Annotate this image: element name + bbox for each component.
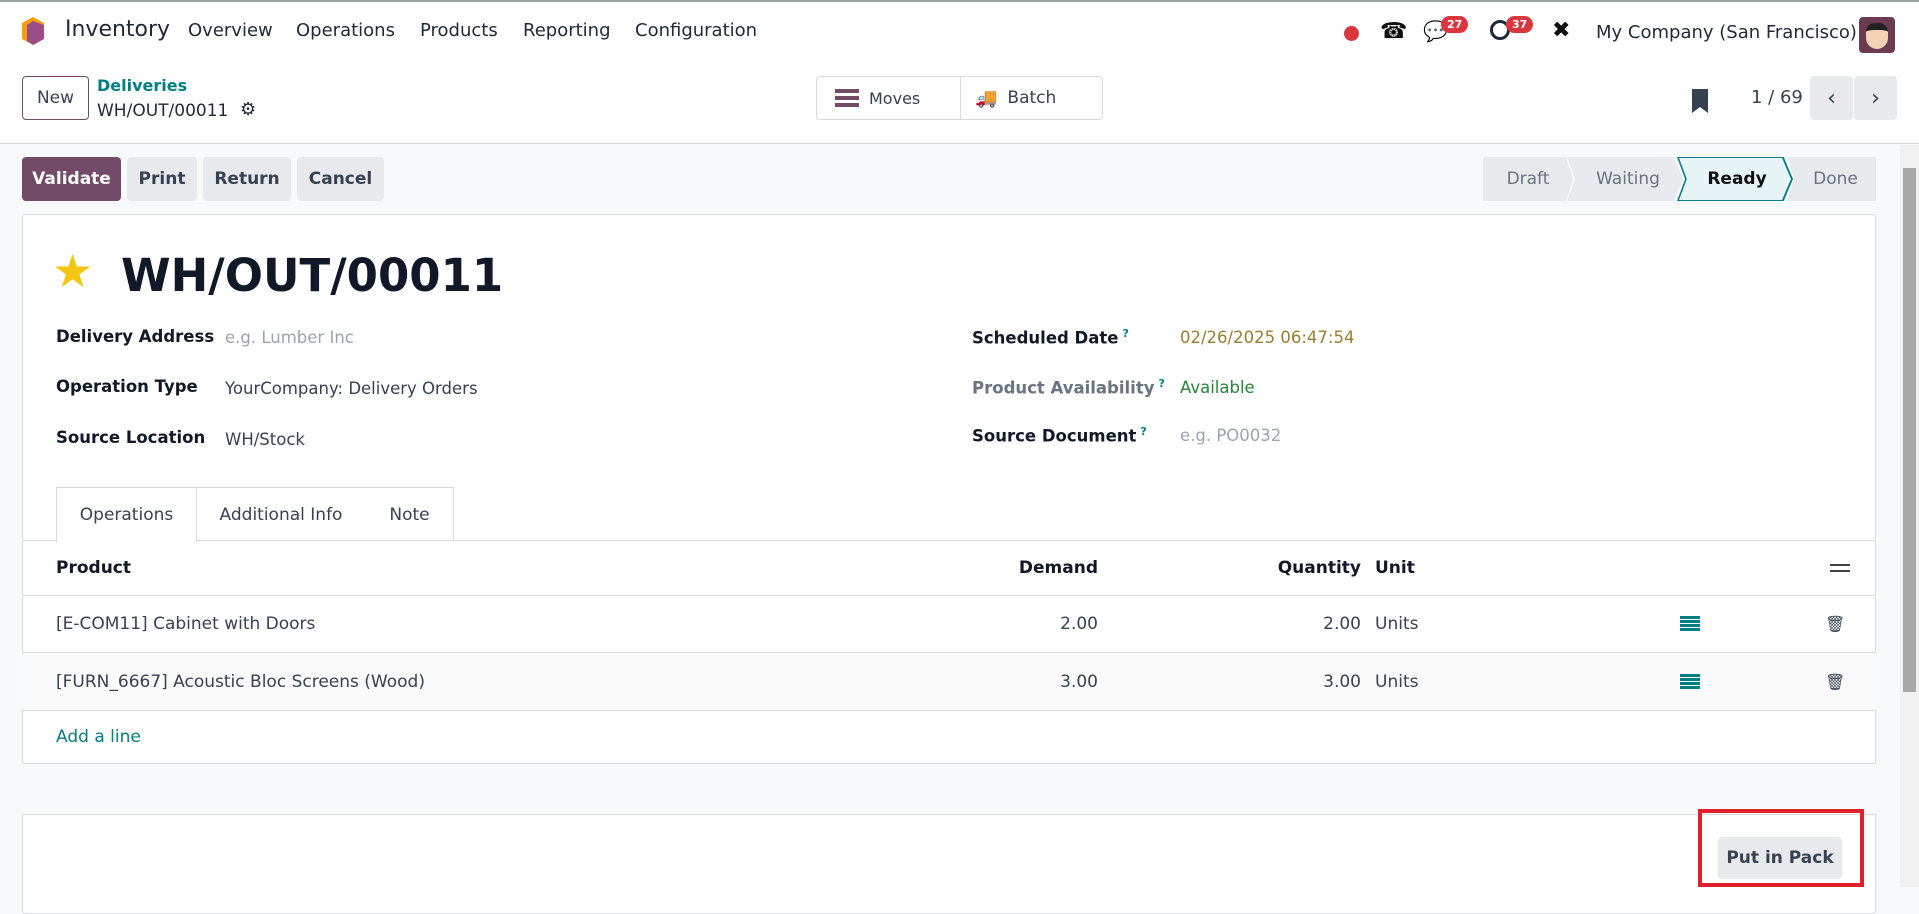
tools-icon[interactable]: ✖	[1552, 18, 1571, 43]
source-location-label: Source Location	[56, 428, 206, 447]
trash-icon[interactable]: 🗑	[1825, 672, 1846, 691]
source-document-label-text: Source Document	[972, 426, 1137, 446]
pager-previous-button[interactable]: ‹	[1810, 76, 1853, 120]
scheduled-date-label: Scheduled Date?	[972, 327, 1129, 348]
user-avatar[interactable]	[1859, 17, 1895, 53]
row-product[interactable]: [FURN_6667] Acoustic Bloc Screens (Wood)	[56, 671, 425, 692]
details-list-icon[interactable]	[1680, 673, 1700, 690]
delivery-address-label: Delivery Address	[56, 327, 215, 346]
menu-products[interactable]: Products	[420, 20, 498, 41]
cancel-button[interactable]: Cancel	[297, 157, 384, 201]
scrollbar-thumb[interactable]	[1903, 168, 1916, 692]
validate-button[interactable]: Validate	[22, 157, 121, 201]
tab-additional-info[interactable]: Additional Info	[196, 487, 367, 541]
breadcrumb-deliveries[interactable]: Deliveries	[97, 76, 188, 95]
truck-icon: 🚚	[975, 87, 998, 109]
top-navbar: Inventory Overview Operations Products R…	[0, 0, 1919, 57]
row-quantity[interactable]: 2.00	[1323, 614, 1361, 634]
table-row[interactable]: [FURN_6667] Acoustic Bloc Screens (Wood)…	[22, 652, 1876, 710]
moves-button[interactable]: Moves	[817, 77, 961, 119]
row-unit[interactable]: Units	[1375, 671, 1419, 692]
delivery-address-input[interactable]: e.g. Lumber Inc	[225, 328, 354, 347]
row-demand[interactable]: 3.00	[1060, 671, 1098, 692]
column-unit[interactable]: Unit	[1375, 558, 1415, 578]
highlight-box	[1698, 809, 1864, 887]
product-availability-label-text: Product Availability	[972, 378, 1155, 398]
status-draft[interactable]: Draft	[1483, 157, 1573, 201]
menu-reporting[interactable]: Reporting	[523, 20, 611, 41]
moves-label: Moves	[869, 88, 921, 108]
row-quantity[interactable]: 3.00	[1323, 671, 1361, 692]
company-switcher[interactable]: My Company (San Francisco)	[1596, 22, 1857, 43]
source-document-label: Source Document?	[972, 425, 1147, 446]
breadcrumb-current: WH/OUT/00011	[97, 101, 229, 121]
status-done[interactable]: Done	[1787, 157, 1876, 201]
trash-icon[interactable]: 🗑	[1825, 614, 1846, 634]
details-list-icon[interactable]	[1680, 616, 1700, 632]
tab-note[interactable]: Note	[366, 487, 454, 541]
add-line-row: Add a line	[22, 710, 1876, 763]
column-quantity[interactable]: Quantity	[1277, 558, 1361, 578]
star-icon[interactable]: ★	[52, 244, 94, 298]
row-unit[interactable]: Units	[1375, 614, 1419, 634]
help-icon[interactable]: ?	[1122, 327, 1129, 340]
operation-type-label: Operation Type	[56, 377, 198, 396]
gear-icon[interactable]: ⚙	[240, 99, 257, 120]
record-title: WH/OUT/00011	[121, 249, 504, 302]
phone-icon[interactable]: ☎	[1380, 19, 1408, 44]
list-icon	[835, 89, 859, 107]
print-button[interactable]: Print	[127, 157, 197, 201]
product-availability-label: Product Availability?	[972, 377, 1165, 398]
recording-status-icon[interactable]	[1344, 26, 1359, 41]
scheduled-date-input[interactable]: 02/26/2025 06:47:54	[1180, 328, 1355, 347]
source-location-input[interactable]: WH/Stock	[225, 430, 305, 449]
add-line-link[interactable]: Add a line	[56, 727, 141, 747]
return-button[interactable]: Return	[203, 157, 291, 201]
row-demand[interactable]: 2.00	[1060, 614, 1098, 634]
batch-label: Batch	[1007, 88, 1057, 108]
new-button[interactable]: New	[22, 76, 89, 120]
status-ready[interactable]: Ready	[1679, 158, 1791, 200]
put-in-pack-button[interactable]: Put in Pack	[1718, 837, 1842, 879]
pager-value[interactable]: 1 / 69	[1751, 87, 1803, 108]
menu-operations[interactable]: Operations	[296, 20, 395, 41]
column-product[interactable]: Product	[56, 558, 131, 578]
table-footer	[22, 763, 1876, 815]
tab-operations[interactable]: Operations	[56, 487, 197, 542]
help-icon[interactable]: ?	[1140, 425, 1147, 438]
source-document-input[interactable]: e.g. PO0032	[1180, 426, 1282, 445]
app-name[interactable]: Inventory	[65, 17, 171, 42]
status-waiting[interactable]: Waiting	[1567, 157, 1683, 201]
product-availability-value: Available	[1180, 378, 1255, 397]
row-product[interactable]: [E-COM11] Cabinet with Doors	[56, 614, 316, 634]
optional-columns-icon[interactable]	[1830, 561, 1850, 575]
table-header: Product Demand Quantity Unit	[22, 540, 1876, 595]
messages-badge: 27	[1441, 16, 1469, 33]
inventory-logo-icon[interactable]	[20, 16, 46, 46]
menu-configuration[interactable]: Configuration	[635, 20, 758, 41]
pager-next-button[interactable]: ›	[1854, 76, 1897, 120]
help-icon[interactable]: ?	[1158, 377, 1165, 390]
table-row[interactable]: [E-COM11] Cabinet with Doors 2.00 2.00 U…	[22, 595, 1876, 652]
operation-type-input[interactable]: YourCompany: Delivery Orders	[225, 379, 478, 398]
column-demand[interactable]: Demand	[1018, 558, 1098, 578]
activities-badge: 37	[1506, 16, 1534, 33]
smart-buttons: Moves 🚚 Batch	[816, 76, 1103, 120]
scheduled-date-label-text: Scheduled Date	[972, 328, 1119, 348]
bookmark-icon[interactable]	[1692, 89, 1708, 113]
batch-button[interactable]: 🚚 Batch	[961, 77, 1102, 119]
scrollbar[interactable]	[1900, 145, 1919, 887]
menu-overview[interactable]: Overview	[188, 20, 273, 41]
